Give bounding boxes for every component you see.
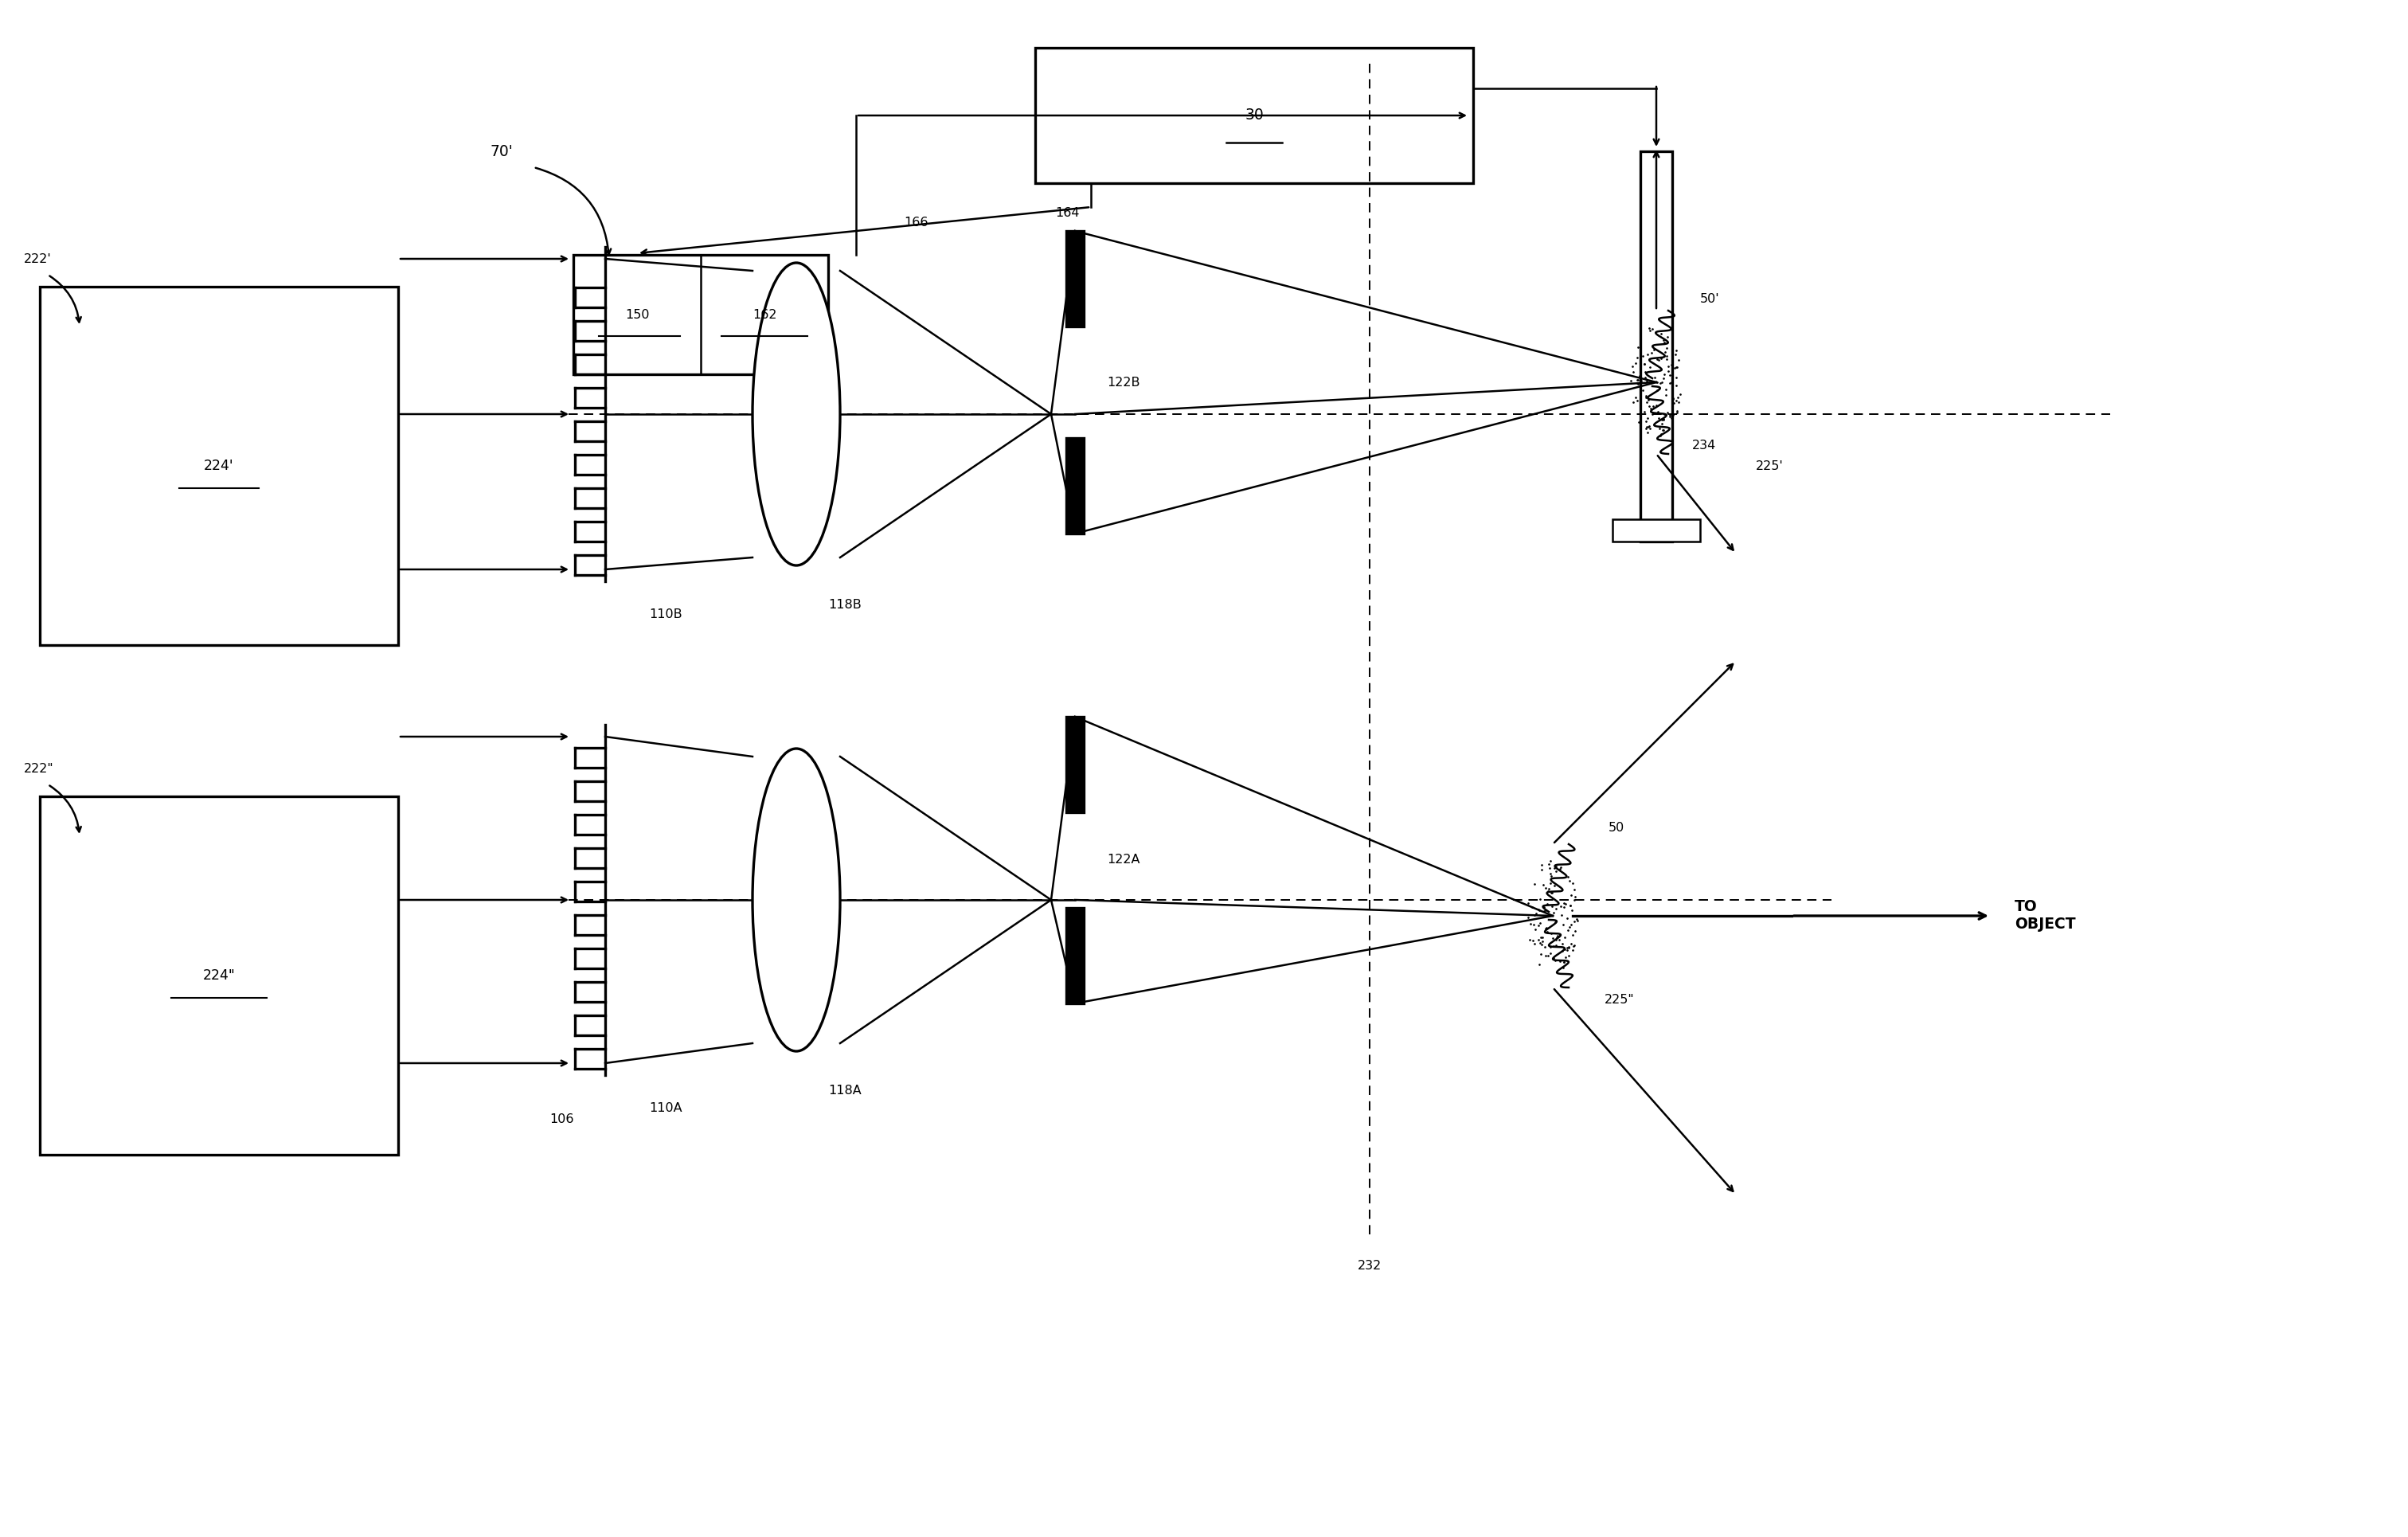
Bar	[41, 287, 397, 646]
Bar	[573, 255, 828, 375]
Text: 225': 225'	[1755, 460, 1784, 472]
Text: 232: 232	[1358, 1260, 1382, 1273]
Text: 150: 150	[626, 309, 650, 321]
Text: 222": 222"	[24, 762, 53, 775]
Bar	[41, 796, 397, 1154]
Text: 222': 222'	[24, 254, 51, 264]
Text: 166: 166	[903, 217, 927, 229]
Text: 224': 224'	[205, 458, 234, 473]
Text: 70': 70'	[491, 144, 513, 158]
Text: 30: 30	[1245, 108, 1264, 123]
Text: 110A: 110A	[650, 1102, 681, 1114]
Text: 50': 50'	[1700, 292, 1719, 304]
Text: 234: 234	[1693, 440, 1717, 452]
Text: 118A: 118A	[828, 1085, 862, 1097]
Text: 162: 162	[751, 309, 778, 321]
Bar	[1067, 716, 1084, 812]
Ellipse shape	[751, 749, 840, 1051]
Text: 122B: 122B	[1108, 377, 1139, 389]
Text: 118B: 118B	[828, 599, 862, 612]
Bar	[1067, 438, 1084, 533]
Text: 50: 50	[1609, 822, 1625, 835]
Text: 106: 106	[549, 1113, 573, 1125]
Text: 225": 225"	[1604, 993, 1635, 1005]
Text: 110B: 110B	[650, 609, 681, 621]
Bar	[1067, 908, 1084, 1004]
Text: 122A: 122A	[1108, 855, 1139, 865]
Ellipse shape	[751, 263, 840, 566]
Text: 224": 224"	[202, 968, 236, 982]
Bar	[1067, 231, 1084, 326]
Text: 164: 164	[1055, 207, 1079, 220]
Bar	[1640, 151, 1671, 541]
Bar	[1613, 520, 1700, 541]
Text: TO
OBJECT: TO OBJECT	[2015, 899, 2076, 931]
Bar	[1035, 48, 1474, 183]
